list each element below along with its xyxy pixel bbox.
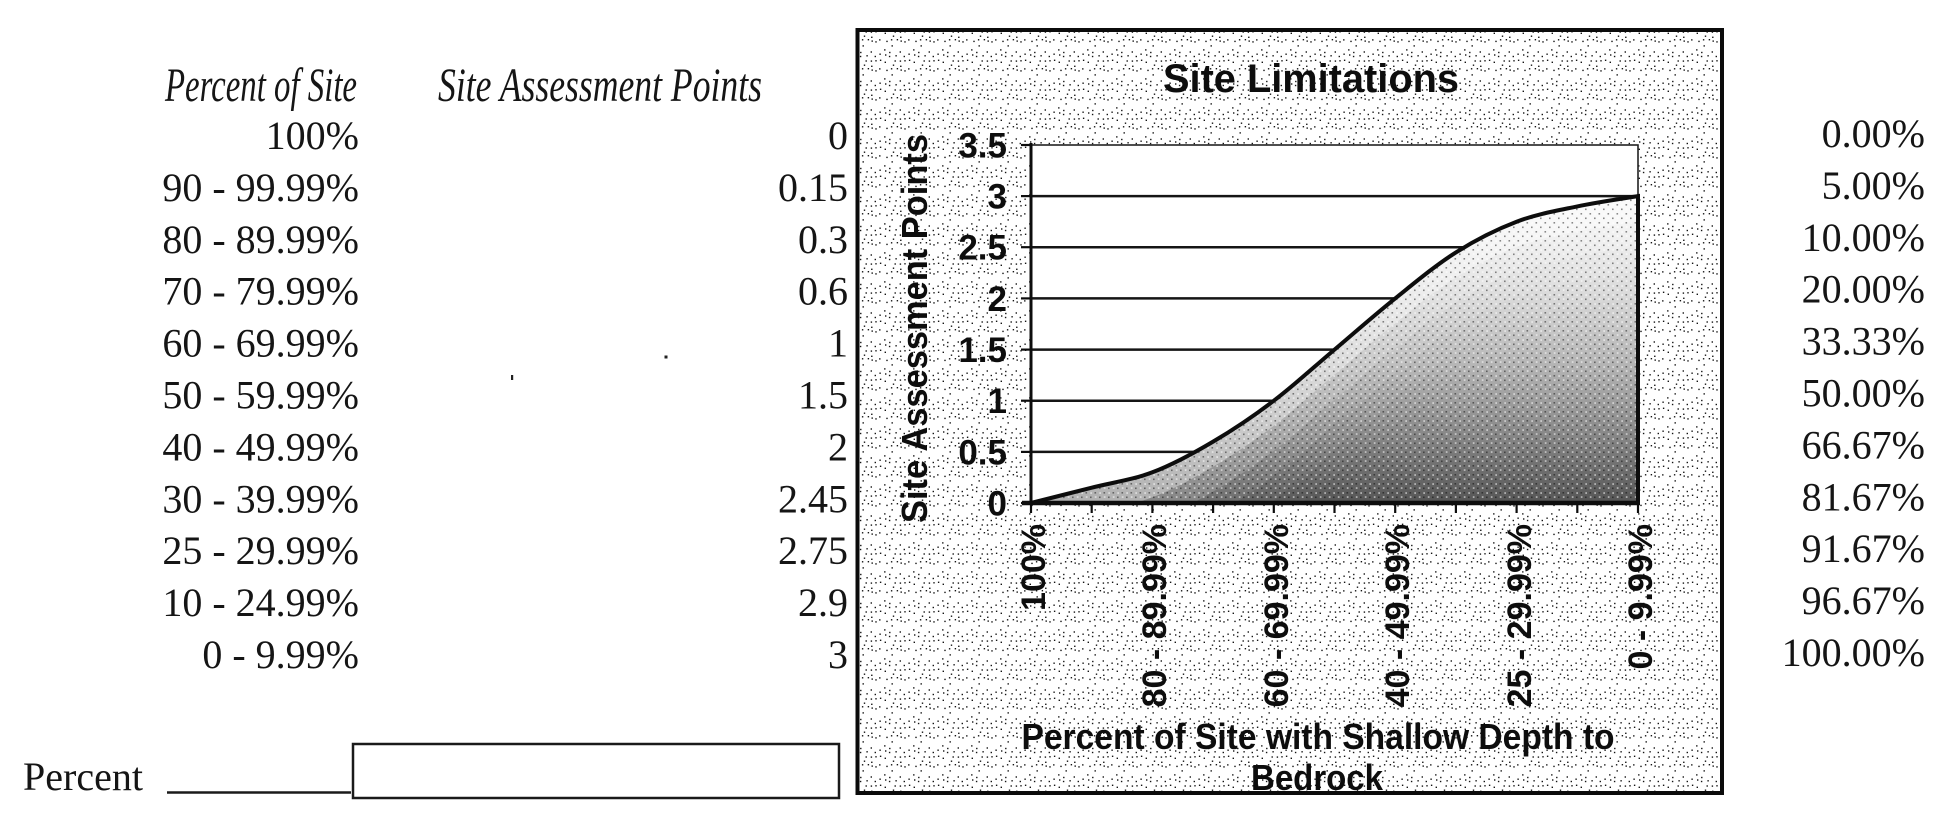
svg-text:1: 1 xyxy=(988,382,1007,421)
svg-text:Site Assessment Points: Site Assessment Points xyxy=(438,59,762,112)
svg-text:Site Limitations: Site Limitations xyxy=(1163,57,1459,101)
svg-text:1: 1 xyxy=(828,321,848,366)
svg-text:40 - 49.99%: 40 - 49.99% xyxy=(162,424,359,469)
svg-text:2.75: 2.75 xyxy=(778,528,848,573)
svg-text:0.00%: 0.00% xyxy=(1822,111,1925,156)
svg-text:50.00%: 50.00% xyxy=(1802,371,1925,416)
svg-text:0.5: 0.5 xyxy=(958,433,1007,472)
svg-text:90 - 99.99%: 90 - 99.99% xyxy=(162,165,359,210)
svg-text:40 - 49.99%: 40 - 49.99% xyxy=(1379,524,1417,707)
svg-text:Site Assessment Points: Site Assessment Points xyxy=(894,134,935,523)
svg-text:81.67%: 81.67% xyxy=(1802,474,1925,519)
svg-text:3: 3 xyxy=(988,178,1007,217)
svg-text:20.00%: 20.00% xyxy=(1802,267,1925,312)
svg-text:2.45: 2.45 xyxy=(778,476,848,521)
svg-text:2: 2 xyxy=(828,424,848,469)
svg-text:60 - 69.99%: 60 - 69.99% xyxy=(1258,524,1296,707)
svg-text:0: 0 xyxy=(828,113,848,158)
svg-text:25 - 29.99%: 25 - 29.99% xyxy=(162,528,359,573)
svg-text:2: 2 xyxy=(988,280,1007,319)
svg-text:2.5: 2.5 xyxy=(958,229,1007,268)
svg-text:2.9: 2.9 xyxy=(798,580,848,625)
svg-text:Percent of Site with Shallow D: Percent of Site with Shallow Depth to xyxy=(1022,716,1615,757)
svg-text:100%: 100% xyxy=(266,113,359,158)
svg-text:Bedrock: Bedrock xyxy=(1251,757,1384,798)
svg-text:1.5: 1.5 xyxy=(958,331,1007,370)
svg-text:100%: 100% xyxy=(1015,524,1053,611)
svg-text:5.00%: 5.00% xyxy=(1822,163,1925,208)
svg-text:0 - 9.99%: 0 - 9.99% xyxy=(1622,524,1660,670)
svg-text:Percent of Site: Percent of Site xyxy=(164,59,357,112)
svg-text:91.67%: 91.67% xyxy=(1802,526,1925,571)
svg-text:96.67%: 96.67% xyxy=(1802,578,1925,623)
svg-text:0: 0 xyxy=(988,485,1007,524)
svg-text:0 - 9.99%: 0 - 9.99% xyxy=(202,632,359,677)
svg-text:0.6: 0.6 xyxy=(798,269,848,314)
svg-text:1.5: 1.5 xyxy=(798,373,848,418)
svg-text:10.00%: 10.00% xyxy=(1802,215,1925,260)
svg-text:70 - 79.99%: 70 - 79.99% xyxy=(162,269,359,314)
svg-text:0.3: 0.3 xyxy=(798,217,848,262)
svg-text:10 - 24.99%: 10 - 24.99% xyxy=(162,580,359,625)
svg-text:0.15: 0.15 xyxy=(778,165,848,210)
svg-text:3.5: 3.5 xyxy=(958,127,1007,166)
svg-text:Percent: Percent xyxy=(23,754,143,799)
svg-text:50 - 59.99%: 50 - 59.99% xyxy=(162,373,359,418)
svg-text:80 - 89.99%: 80 - 89.99% xyxy=(1136,524,1174,707)
svg-text:33.33%: 33.33% xyxy=(1802,319,1925,364)
svg-text:80 - 89.99%: 80 - 89.99% xyxy=(162,217,359,262)
svg-text:25 - 29.99%: 25 - 29.99% xyxy=(1501,524,1539,707)
svg-text:60 - 69.99%: 60 - 69.99% xyxy=(162,321,359,366)
svg-text:66.67%: 66.67% xyxy=(1802,422,1925,467)
svg-text:100.00%: 100.00% xyxy=(1782,630,1925,675)
svg-text:30 - 39.99%: 30 - 39.99% xyxy=(162,476,359,521)
svg-text:3: 3 xyxy=(828,632,848,677)
